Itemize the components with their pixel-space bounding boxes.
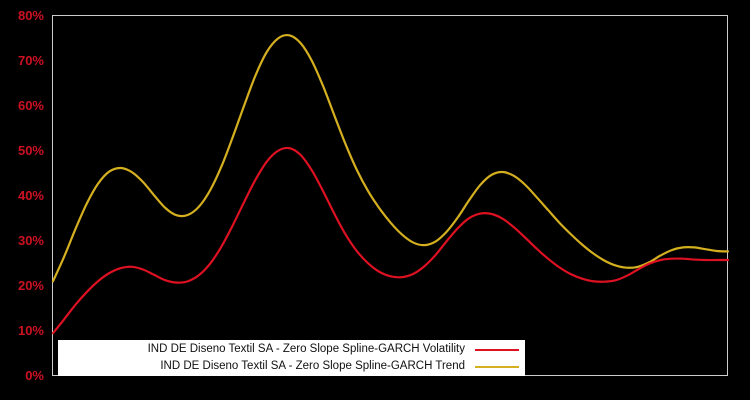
ytick-label-0: 0%	[25, 368, 44, 383]
legend-swatch-volatility	[475, 348, 519, 351]
ytick-label-60: 60%	[17, 98, 44, 113]
ytick-label-70: 70%	[17, 53, 44, 68]
ytick-label-40: 40%	[17, 188, 44, 203]
ytick-label-50: 50%	[17, 143, 44, 158]
ytick-label-20: 20%	[17, 278, 44, 293]
chart-legend: IND DE Diseno Textil SA - Zero Slope Spl…	[58, 340, 525, 376]
legend-entry-trend: IND DE Diseno Textil SA - Zero Slope Spl…	[58, 358, 525, 375]
series-line-trend	[51, 33, 730, 283]
legend-swatch-trend	[475, 365, 519, 368]
legend-label-volatility: IND DE Diseno Textil SA - Zero Slope Spl…	[147, 343, 465, 355]
ytick-label-10: 10%	[17, 323, 44, 338]
series-layer	[51, 33, 730, 335]
legend-label-trend: IND DE Diseno Textil SA - Zero Slope Spl…	[160, 360, 465, 372]
legend-entry-volatility: IND DE Diseno Textil SA - Zero Slope Spl…	[58, 341, 525, 358]
ytick-label-30: 30%	[17, 233, 44, 248]
series-line-volatility	[51, 146, 730, 335]
ytick-label-80: 80%	[17, 8, 44, 23]
